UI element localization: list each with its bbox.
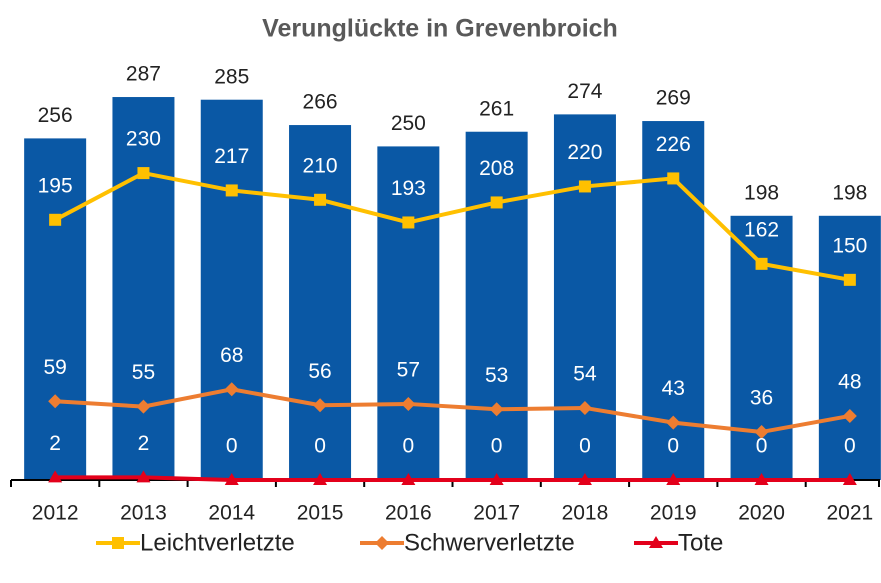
x-tick-label: 2021 bbox=[826, 502, 873, 525]
data-label: 2 bbox=[49, 432, 61, 455]
bar bbox=[465, 131, 528, 480]
data-label: 193 bbox=[391, 177, 426, 200]
marker bbox=[402, 216, 415, 229]
marker bbox=[48, 394, 63, 409]
bar-label: 198 bbox=[832, 181, 867, 204]
marker bbox=[225, 184, 238, 197]
marker bbox=[136, 470, 151, 483]
bar bbox=[818, 215, 881, 480]
data-label: 162 bbox=[744, 218, 779, 241]
bar-label: 250 bbox=[391, 112, 426, 135]
bar bbox=[112, 97, 175, 481]
marker bbox=[48, 470, 63, 483]
bar-label: 266 bbox=[303, 91, 338, 114]
data-label: 210 bbox=[303, 154, 338, 177]
legend-label: Schwerverletzte bbox=[404, 529, 575, 556]
marker bbox=[666, 473, 681, 485]
bar bbox=[289, 125, 352, 481]
data-label: 217 bbox=[214, 145, 249, 168]
bar bbox=[377, 146, 440, 480]
bar-label: 198 bbox=[744, 181, 779, 204]
data-label: 0 bbox=[667, 435, 679, 458]
data-label: 54 bbox=[573, 362, 597, 385]
marker bbox=[577, 400, 592, 415]
line bbox=[54, 170, 851, 282]
bar-label: 287 bbox=[126, 63, 161, 86]
line bbox=[55, 475, 850, 482]
data-label: 55 bbox=[132, 361, 155, 384]
marker bbox=[842, 408, 857, 423]
legend-label: Tote bbox=[678, 529, 723, 556]
marker bbox=[843, 273, 856, 286]
marker bbox=[666, 415, 681, 430]
bar bbox=[553, 114, 616, 480]
data-label: 36 bbox=[750, 387, 773, 410]
bar-label: 256 bbox=[38, 104, 73, 127]
marker bbox=[489, 402, 504, 417]
data-label: 0 bbox=[844, 435, 856, 458]
marker bbox=[489, 473, 504, 485]
marker bbox=[313, 473, 328, 485]
data-label: 230 bbox=[126, 128, 161, 151]
bar-label: 285 bbox=[214, 65, 249, 88]
data-label: 68 bbox=[220, 344, 243, 367]
data-label: 208 bbox=[479, 157, 514, 180]
marker bbox=[842, 473, 857, 485]
marker bbox=[314, 193, 327, 206]
data-label: 48 bbox=[838, 370, 861, 393]
bar bbox=[24, 138, 87, 480]
marker bbox=[224, 382, 239, 397]
data-label: 0 bbox=[579, 435, 591, 458]
marker bbox=[137, 167, 150, 180]
data-label: 0 bbox=[491, 435, 503, 458]
x-tick-label: 2019 bbox=[650, 502, 697, 525]
x-tick-label: 2013 bbox=[120, 502, 167, 525]
data-label: 57 bbox=[397, 358, 420, 381]
data-label: 0 bbox=[314, 435, 326, 458]
marker bbox=[224, 473, 239, 485]
data-label: 226 bbox=[656, 133, 691, 156]
data-label: 56 bbox=[308, 360, 331, 383]
marker bbox=[112, 537, 124, 549]
marker bbox=[754, 424, 769, 439]
x-tick-label: 2014 bbox=[208, 502, 255, 525]
marker bbox=[401, 396, 416, 411]
x-tick-label: 2017 bbox=[473, 502, 520, 525]
marker bbox=[754, 473, 769, 485]
marker bbox=[313, 398, 328, 413]
marker bbox=[578, 180, 591, 193]
data-label: 0 bbox=[403, 435, 415, 458]
data-label: 150 bbox=[832, 234, 867, 257]
bar-label: 261 bbox=[479, 97, 514, 120]
data-label: 0 bbox=[226, 435, 238, 458]
marker bbox=[577, 473, 592, 485]
data-label: 0 bbox=[756, 435, 768, 458]
data-label: 53 bbox=[485, 364, 508, 387]
data-label: 43 bbox=[662, 377, 685, 400]
marker bbox=[401, 473, 416, 485]
x-tick-label: 2016 bbox=[385, 502, 432, 525]
marker bbox=[490, 196, 503, 209]
bar-label: 269 bbox=[656, 87, 691, 110]
marker bbox=[49, 213, 62, 226]
marker bbox=[136, 399, 151, 414]
data-label: 2 bbox=[138, 432, 150, 455]
line bbox=[55, 387, 851, 434]
x-tick-label: 2015 bbox=[297, 502, 344, 525]
marker bbox=[667, 172, 680, 185]
x-tick-label: 2018 bbox=[562, 502, 609, 525]
x-tick-label: 2012 bbox=[32, 502, 79, 525]
marker bbox=[755, 257, 768, 270]
data-label: 59 bbox=[43, 356, 66, 379]
bar-label: 274 bbox=[567, 80, 602, 103]
data-label: 195 bbox=[38, 174, 73, 197]
bar bbox=[200, 99, 263, 480]
marker bbox=[649, 536, 663, 548]
data-label: 220 bbox=[567, 141, 602, 164]
marker bbox=[375, 536, 389, 550]
x-tick-label: 2020 bbox=[738, 502, 785, 525]
legend-label: Leichtverletzte bbox=[140, 529, 295, 556]
chart-title: Verunglückte in Grevenbroich bbox=[262, 15, 618, 43]
